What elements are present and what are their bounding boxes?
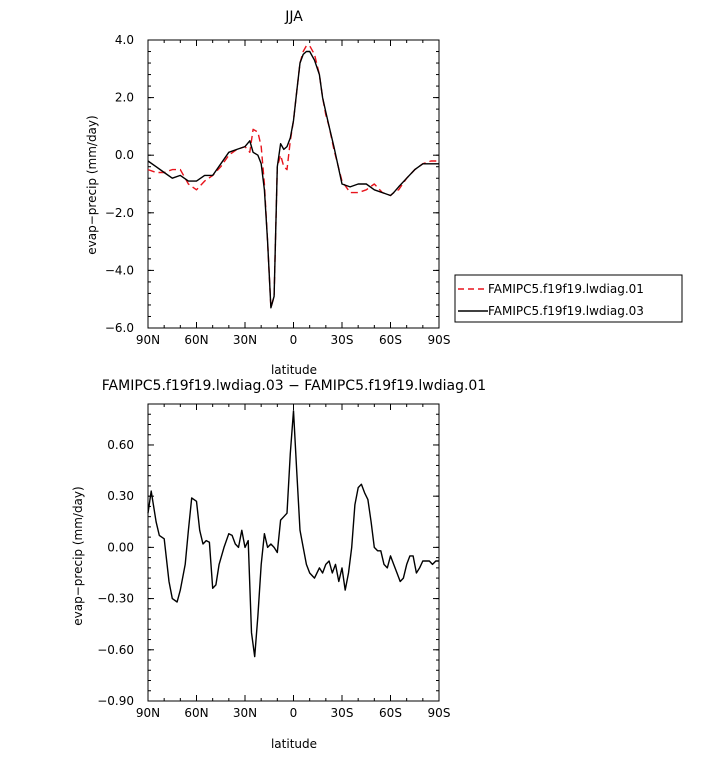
top-chart-xlabel: latitude (271, 363, 317, 377)
bottom-chart-y-tick-label: −0.60 (97, 643, 134, 657)
bottom-chart-ylabel: evap−precip (mm/day) (71, 486, 85, 625)
bottom-chart-x-tick-label: 30N (233, 706, 257, 720)
bottom-chart-x-tick-label: 60N (184, 706, 208, 720)
bottom-chart: FAMIPC5.f19f19.lwdiag.03 − FAMIPC5.f19f1… (71, 378, 486, 751)
top-chart-frame (147, 39, 440, 329)
top-chart-ticks: 90N 60N 30N 0 30S 60S 90S 4.0 2.0 0.0 −2.0 −4.0 −6.0 (105, 33, 451, 347)
bottom-chart-frame (147, 403, 440, 702)
top-chart-y-tick-label: −6.0 (105, 321, 134, 335)
top-chart-x-tick-label: 60N (184, 333, 208, 347)
top-chart-series-line-2 (147, 50, 439, 309)
top-chart-x-tick-label: 90N (136, 333, 160, 347)
top-chart-series (147, 45, 439, 309)
bottom-chart-xlabel: latitude (271, 737, 317, 751)
top-chart-x-tick-label: 30S (331, 333, 354, 347)
bottom-chart-y-tick-label: 0.30 (107, 489, 134, 503)
legend-label-series-2: FAMIPC5.f19f19.lwdiag.03 (488, 304, 644, 318)
top-chart-x-tick-label: 0 (290, 333, 298, 347)
bottom-chart-series-line-1 (147, 410, 439, 658)
top-chart-y-tick-label: 0.0 (115, 148, 134, 162)
top-chart-x-tick-label: 90S (428, 333, 451, 347)
bottom-chart-x-tick-label: 60S (379, 706, 402, 720)
bottom-chart-ticks: 90N 60N 30N 0 30S 60S 90S 0.60 0.30 0.00 −0.30 −0.6… (97, 403, 451, 720)
top-chart-x-tick-label: 30N (233, 333, 257, 347)
top-chart-y-tick-label: 4.0 (115, 33, 134, 47)
top-chart-series-line-1 (147, 45, 439, 309)
top-chart-y-tick-label: −4.0 (105, 263, 134, 277)
top-chart-title: JJA (284, 9, 303, 25)
bottom-chart-x-tick-label: 90N (136, 706, 160, 720)
top-chart-y-tick-label: −2.0 (105, 206, 134, 220)
bottom-chart-title: FAMIPC5.f19f19.lwdiag.03 − FAMIPC5.f19f1… (102, 378, 486, 394)
bottom-chart-y-tick-label: −0.30 (97, 592, 134, 606)
top-chart: JJA 90N 60N 30N 0 30S 60S 90S 4.0 2.0 0.0 −2.0 −4.0… (85, 9, 450, 377)
top-chart-y-tick-label: 2.0 (115, 91, 134, 105)
top-chart-ylabel: evap−precip (mm/day) (85, 115, 99, 254)
top-chart-x-tick-label: 60S (379, 333, 402, 347)
bottom-chart-series (147, 410, 439, 658)
legend: FAMIPC5.f19f19.lwdiag.01 FAMIPC5.f19f19.… (454, 274, 683, 323)
bottom-chart-x-tick-label: 90S (428, 706, 451, 720)
legend-label-series-1: FAMIPC5.f19f19.lwdiag.01 (488, 282, 644, 296)
bottom-chart-y-tick-label: −0.90 (97, 694, 134, 708)
bottom-chart-y-tick-label: 0.60 (107, 438, 134, 452)
bottom-chart-x-tick-label: 30S (331, 706, 354, 720)
bottom-chart-x-tick-label: 0 (290, 706, 298, 720)
legend-box (454, 274, 683, 323)
bottom-chart-y-tick-label: 0.00 (107, 540, 134, 554)
